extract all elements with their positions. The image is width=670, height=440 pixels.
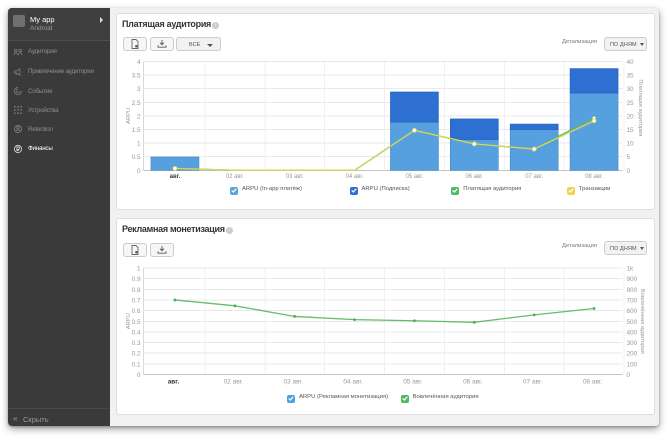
svg-text:40: 40 [627,59,635,66]
svg-text:08 авг.: 08 авг. [585,174,603,180]
svg-text:06 авг.: 06 авг. [465,174,483,180]
svg-text:07 авг.: 07 авг. [523,379,543,386]
svg-text:300: 300 [627,340,638,347]
svg-text:02 авг.: 02 авг. [224,379,244,386]
svg-text:04 авг.: 04 авг. [346,174,364,180]
svg-text:08 авг.: 08 авг. [583,379,603,386]
svg-text:1: 1 [137,141,141,148]
svg-text:0.7: 0.7 [132,297,141,304]
svg-text:0.2: 0.2 [132,351,141,358]
svg-text:900: 900 [627,276,638,283]
svg-text:100: 100 [627,361,638,368]
svg-text:30: 30 [627,86,635,93]
svg-text:1: 1 [137,266,141,273]
svg-text:10: 10 [627,141,635,148]
svg-text:3.5: 3.5 [132,73,141,80]
svg-text:800: 800 [627,287,638,294]
svg-text:15: 15 [627,127,635,134]
svg-text:02 авг.: 02 авг. [226,174,244,180]
svg-text:0.9: 0.9 [132,276,141,283]
svg-text:03 авг.: 03 авг. [283,379,303,386]
svg-text:ARPU: ARPU [126,313,132,329]
svg-text:0: 0 [627,372,631,379]
svg-text:0: 0 [627,168,631,175]
svg-text:Платящая аудитория: Платящая аудитория [637,79,643,136]
svg-text:0.4: 0.4 [132,329,141,336]
svg-text:0.5: 0.5 [132,319,141,326]
svg-text:35: 35 [627,73,635,80]
svg-text:700: 700 [627,297,638,304]
svg-text:0.1: 0.1 [132,361,141,368]
svg-text:03 авг.: 03 авг. [286,174,304,180]
svg-text:05 авг.: 05 авг. [403,379,423,386]
svg-text:ARPU: ARPU [126,108,132,124]
svg-text:200: 200 [627,351,638,358]
svg-text:3: 3 [137,86,141,93]
svg-text:5: 5 [627,154,631,161]
svg-text:06 авг.: 06 авг. [463,379,483,386]
svg-text:0: 0 [137,168,141,175]
svg-text:2: 2 [137,113,141,120]
svg-text:25: 25 [627,100,635,107]
svg-text:0.3: 0.3 [132,340,141,347]
svg-text:600: 600 [627,308,638,315]
svg-text:Вовлечённая аудитория: Вовлечённая аудитория [639,289,645,354]
svg-text:авг.: авг. [168,379,180,386]
svg-text:07 авг.: 07 авг. [525,174,543,180]
svg-text:1k: 1k [627,266,635,273]
svg-text:0.8: 0.8 [132,287,141,294]
svg-text:4: 4 [137,59,141,66]
svg-text:500: 500 [627,319,638,326]
svg-text:0.6: 0.6 [132,308,141,315]
svg-text:авг.: авг. [170,174,181,180]
svg-text:400: 400 [627,329,638,336]
svg-text:04 авг.: 04 авг. [343,379,363,386]
svg-text:20: 20 [627,113,635,120]
svg-text:2.5: 2.5 [132,100,141,107]
svg-text:0: 0 [137,372,141,379]
svg-text:0.5: 0.5 [132,154,141,161]
svg-text:05 авг.: 05 авг. [405,174,423,180]
svg-text:1.5: 1.5 [132,127,141,134]
